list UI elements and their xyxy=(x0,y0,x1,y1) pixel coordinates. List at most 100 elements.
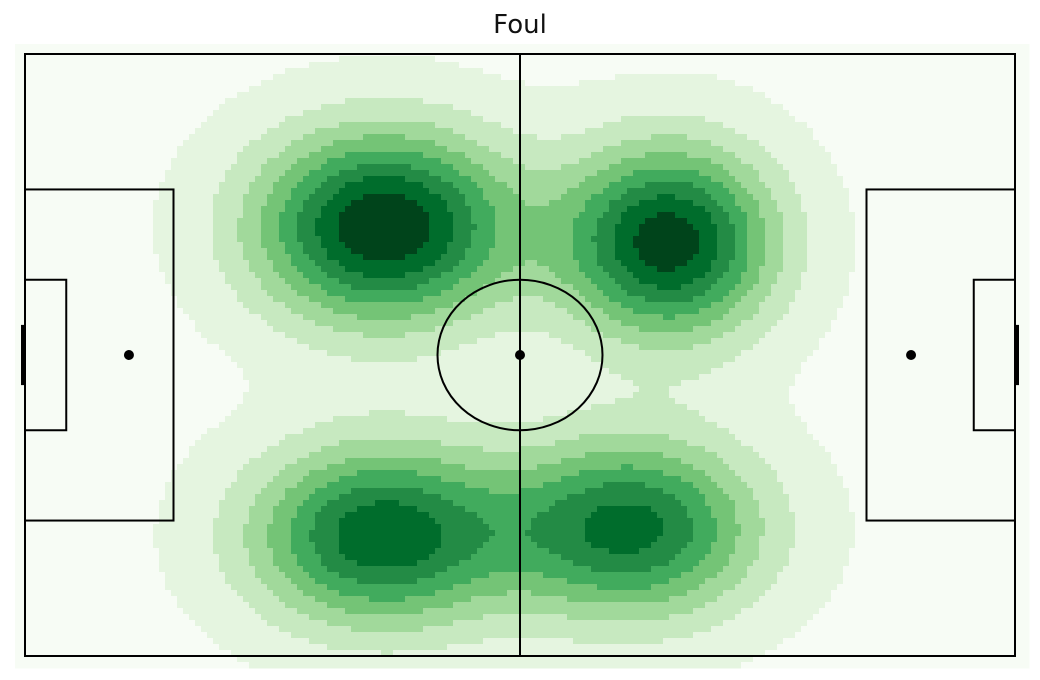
heat-cell xyxy=(435,176,442,183)
heat-cell xyxy=(81,194,88,201)
heat-cell xyxy=(681,182,688,189)
heat-cell xyxy=(309,128,316,135)
heat-cell xyxy=(555,98,562,105)
heat-cell xyxy=(357,104,364,111)
heat-cell xyxy=(453,80,460,87)
heat-cell xyxy=(807,86,814,93)
heat-cell xyxy=(819,56,826,63)
heat-cell xyxy=(489,212,496,219)
heat-cell xyxy=(873,56,880,63)
heat-cell xyxy=(927,68,934,75)
heat-cell xyxy=(291,212,298,219)
heat-cell xyxy=(159,110,166,117)
heat-cell xyxy=(639,158,646,165)
heat-cell xyxy=(711,104,718,111)
heat-cell xyxy=(621,164,628,171)
heat-cell xyxy=(951,152,958,159)
heat-cell xyxy=(753,62,760,69)
heat-cell xyxy=(303,176,310,183)
heat-cell xyxy=(807,44,814,51)
heat-cell xyxy=(591,122,598,129)
heat-cell xyxy=(171,86,178,93)
heat-cell xyxy=(855,182,862,189)
heat-cell xyxy=(231,80,238,87)
heat-cell xyxy=(453,104,460,111)
heat-cell xyxy=(957,80,964,87)
heat-cell xyxy=(723,176,730,183)
heat-cell xyxy=(369,128,376,135)
heat-cell xyxy=(657,194,664,201)
heat-cell xyxy=(291,194,298,201)
heat-cell xyxy=(843,80,850,87)
heat-cell xyxy=(549,176,556,183)
heat-cell xyxy=(669,188,676,195)
heat-cell xyxy=(717,134,724,141)
heat-cell xyxy=(783,128,790,135)
heat-cell xyxy=(759,134,766,141)
heat-cell xyxy=(75,116,82,123)
heat-cell xyxy=(279,146,286,153)
heat-cell xyxy=(645,104,652,111)
heat-cell xyxy=(873,110,880,117)
heat-cell xyxy=(1023,134,1030,141)
heat-cell xyxy=(747,212,754,219)
heat-cell xyxy=(873,194,880,201)
heat-cell xyxy=(321,170,328,177)
heat-cell xyxy=(933,134,940,141)
heat-cell xyxy=(987,56,994,63)
heat-cell xyxy=(291,122,298,129)
heat-cell xyxy=(567,92,574,99)
heat-cell xyxy=(597,92,604,99)
heat-cell xyxy=(297,128,304,135)
heat-cell xyxy=(1017,152,1024,159)
heat-cell xyxy=(1023,62,1030,69)
heat-cell xyxy=(705,134,712,141)
heat-cell xyxy=(777,182,784,189)
heat-cell xyxy=(237,98,244,105)
heat-cell xyxy=(753,80,760,87)
heat-cell xyxy=(387,182,394,189)
heat-cell xyxy=(393,164,400,171)
heat-cell xyxy=(279,200,286,207)
heat-cell xyxy=(819,212,826,219)
heat-cell xyxy=(309,140,316,147)
heat-cell xyxy=(27,200,34,207)
heat-cell xyxy=(531,44,538,51)
heat-cell xyxy=(735,200,742,207)
heat-cell xyxy=(483,92,490,99)
heat-cell xyxy=(987,182,994,189)
heat-cell xyxy=(987,44,994,51)
heat-cell xyxy=(843,62,850,69)
heat-cell xyxy=(123,56,130,63)
heat-cell xyxy=(831,56,838,63)
heat-cell xyxy=(195,200,202,207)
heat-cell xyxy=(609,110,616,117)
heat-cell xyxy=(411,74,418,81)
heat-cell xyxy=(579,56,586,63)
heat-cell xyxy=(819,206,826,213)
heat-cell xyxy=(903,68,910,75)
heat-cell xyxy=(63,158,70,165)
heat-cell xyxy=(81,152,88,159)
heat-cell xyxy=(57,62,64,69)
heat-cell xyxy=(249,92,256,99)
heat-cell xyxy=(933,56,940,63)
heat-cell xyxy=(345,92,352,99)
heat-cell xyxy=(663,92,670,99)
heat-cell xyxy=(381,170,388,177)
heat-cell xyxy=(153,140,160,147)
heat-cell xyxy=(843,206,850,213)
heat-cell xyxy=(825,116,832,123)
heat-cell xyxy=(177,170,184,177)
heat-cell xyxy=(249,200,256,207)
heat-cell xyxy=(417,128,424,135)
heat-cell xyxy=(777,176,784,183)
heat-cell xyxy=(1017,80,1024,87)
heat-cell xyxy=(147,128,154,135)
heat-cell xyxy=(45,218,52,225)
heat-cell xyxy=(639,176,646,183)
heat-cell xyxy=(381,116,388,123)
heat-cell xyxy=(135,206,142,213)
heat-cell xyxy=(213,104,220,111)
heat-cell xyxy=(573,56,580,63)
